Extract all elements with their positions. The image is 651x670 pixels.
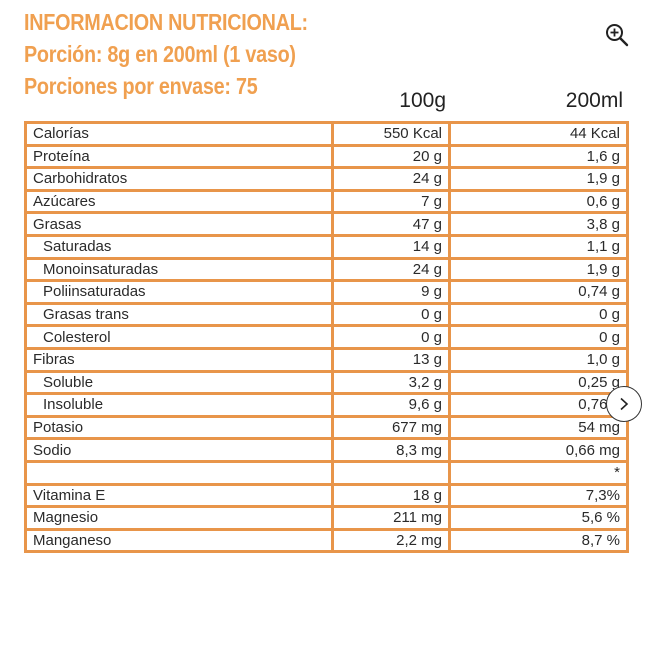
nutrition-header: INFORMACION NUTRICIONAL: Porción: 8g en … [24,6,354,102]
value-200ml: * [448,459,629,486]
nutrient-name: Fibras [24,346,334,373]
zoom-in-icon [606,24,629,47]
nutrient-name: Soluble [24,369,334,396]
table-row: Vitamina E 18 g 7,3% [24,482,629,509]
nutrient-name: Poliinsaturadas [24,279,334,305]
value-200ml: 1,6 g [448,143,629,170]
table-row: Proteína 20 g 1,6 g [24,143,629,170]
table-row: Monoinsaturadas 24 g 1,9 g [24,256,629,283]
nutrient-name: Insoluble [24,392,334,418]
value-200ml: 0,66 mg [448,437,629,463]
value-100g: 211 mg [331,505,451,531]
nutrition-title: INFORMACION NUTRICIONAL: [24,9,308,35]
value-100g: 20 g [331,143,451,170]
value-100g: 677 mg [331,414,451,441]
value-100g: 13 g [331,346,451,373]
value-100g: 9,6 g [331,392,451,418]
table-row: Carbohidratos 24 g 1,9 g [24,166,629,192]
value-200ml: 0,74 g [448,279,629,305]
nutrient-name: Colesterol [24,324,334,350]
value-200ml: 1,0 g [448,346,629,373]
value-200ml: 5,6 % [448,505,629,531]
value-100g: 9 g [331,279,451,305]
value-100g: 18 g [331,482,451,509]
value-100g [331,459,451,486]
table-row: Calorías 550 Kcal 44 Kcal [24,121,629,147]
servings-info: Porciones por envase: 75 [24,73,258,99]
value-100g: 0 g [331,301,451,328]
value-200ml: 44 Kcal [448,121,629,147]
table-row: Magnesio 211 mg 5,6 % [24,505,629,531]
chevron-right-icon [620,397,629,411]
nutrient-name: Saturadas [24,233,334,260]
value-200ml: 1,9 g [448,166,629,192]
value-100g: 7 g [331,188,451,215]
table-row: Insoluble 9,6 g 0,76 g [24,392,629,418]
next-image-button[interactable] [606,386,642,422]
nutrition-table: Calorías 550 Kcal 44 Kcal Proteína 20 g 1,6 g… [24,121,629,554]
nutrient-name: Magnesio [24,505,334,531]
value-100g: 8,3 mg [331,437,451,463]
table-row: Poliinsaturadas 9 g 0,74 g [24,279,629,305]
value-200ml: 7,3% [448,482,629,509]
nutrient-name: Azúcares [24,188,334,215]
table-row: Potasio 677 mg 54 mg [24,414,629,441]
value-200ml: 8,7 % [448,527,629,554]
value-100g: 47 g [331,211,451,237]
nutrient-name [24,459,334,486]
nutrient-name: Potasio [24,414,334,441]
value-200ml: 1,9 g [448,256,629,283]
nutrition-table-body: Calorías 550 Kcal 44 Kcal Proteína 20 g 1,6 g… [24,121,629,554]
zoom-button[interactable] [604,22,630,48]
nutrient-name: Grasas trans [24,301,334,328]
nutrient-name: Monoinsaturadas [24,256,334,283]
column-header-100g: 100g [399,89,446,112]
nutrient-name: Vitamina E [24,482,334,509]
table-row: Saturadas 14 g 1,1 g [24,233,629,260]
value-100g: 3,2 g [331,369,451,396]
table-row: * [24,459,629,486]
value-200ml: 0 g [448,324,629,350]
table-row: Grasas 47 g 3,8 g [24,211,629,237]
table-row: Manganeso 2,2 mg 8,7 % [24,527,629,554]
table-row: Fibras 13 g 1,0 g [24,346,629,373]
value-100g: 14 g [331,233,451,260]
value-200ml: 0,6 g [448,188,629,215]
value-200ml: 1,1 g [448,233,629,260]
value-200ml: 3,8 g [448,211,629,237]
nutrient-name: Calorías [24,121,334,147]
value-100g: 550 Kcal [331,121,451,147]
value-200ml: 0 g [448,301,629,328]
value-200ml: 0,76 g [448,392,629,418]
value-100g: 24 g [331,256,451,283]
column-header-200ml: 200ml [565,89,623,112]
table-row: Azúcares 7 g 0,6 g [24,188,629,215]
nutrient-name: Proteína [24,143,334,170]
table-row: Soluble 3,2 g 0,25 g [24,369,629,396]
value-200ml: 0,25 g [448,369,629,396]
portion-info: Porción: 8g en 200ml (1 vaso) [24,41,296,67]
value-100g: 0 g [331,324,451,350]
value-100g: 24 g [331,166,451,192]
nutrient-name: Grasas [24,211,334,237]
value-100g: 2,2 mg [331,527,451,554]
nutrient-name: Sodio [24,437,334,463]
nutrient-name: Manganeso [24,527,334,554]
value-200ml: 54 mg [448,414,629,441]
nutrient-name: Carbohidratos [24,166,334,192]
table-row: Sodio 8,3 mg 0,66 mg [24,437,629,463]
